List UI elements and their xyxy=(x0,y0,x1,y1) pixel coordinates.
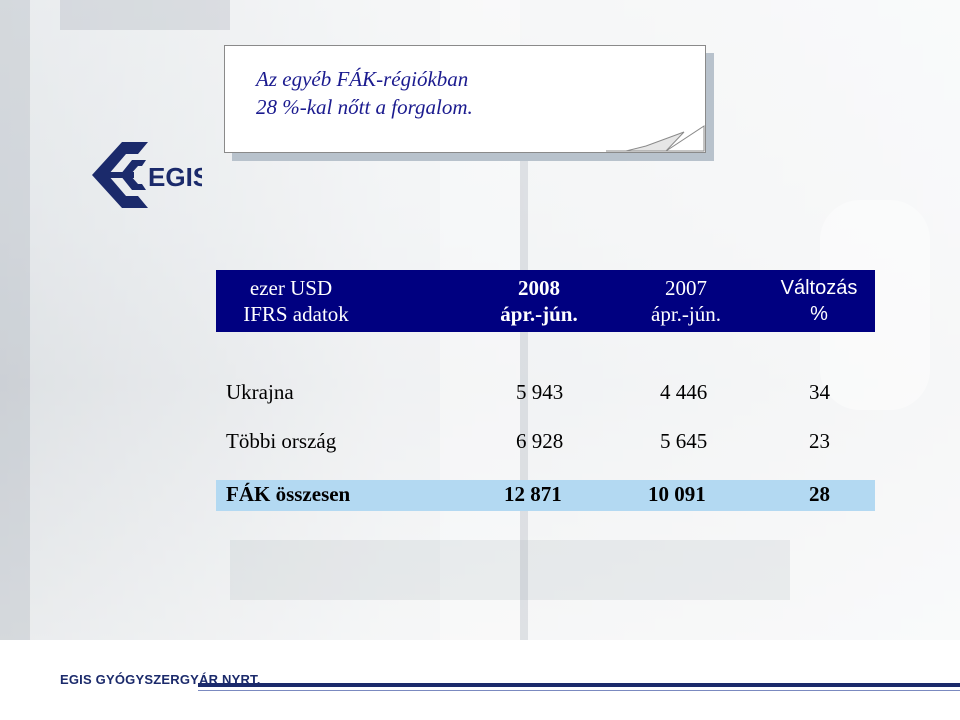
header-label-line1: ezer USD xyxy=(249,276,333,300)
callout-line-1: Az egyéb FÁK-régiókban xyxy=(256,67,469,91)
total-label: FÁK összesen xyxy=(226,482,351,506)
header-col-change-line1: Változás xyxy=(780,277,858,299)
row-label: Többi ország xyxy=(226,429,337,453)
table-row: Ukrajna 5 943 4 446 34 xyxy=(216,376,875,408)
header-col-2007-line1: 2007 xyxy=(665,276,707,300)
row-value-2008: 6 928 xyxy=(516,429,564,453)
row-value-2007: 5 645 xyxy=(660,429,708,453)
table-header: ezer USD IFRS adatok 2008 ápr.-jún. 2007… xyxy=(216,270,875,332)
egis-logo-icon: EGIS xyxy=(92,142,202,208)
table-row: Többi ország 6 928 5 645 23 xyxy=(216,425,875,457)
total-value-change: 28 xyxy=(809,482,830,506)
row-value-change: 23 xyxy=(809,429,830,453)
background-top-band xyxy=(60,0,230,30)
table-total-row: FÁK összesen 12 871 10 091 28 xyxy=(216,480,875,511)
row-label: Ukrajna xyxy=(226,380,294,404)
row-value-change: 34 xyxy=(809,380,830,404)
header-col-change-line2: % xyxy=(810,303,828,325)
background-tanks xyxy=(230,540,790,600)
row-value-2007: 4 446 xyxy=(660,380,708,404)
row-value-2008: 5 943 xyxy=(516,380,564,404)
callout-fold-icon xyxy=(606,125,705,152)
total-value-2008: 12 871 xyxy=(504,482,562,506)
callout-line-2: 28 %-kal nőtt a forgalom. xyxy=(256,95,473,119)
logo-text: EGIS xyxy=(148,162,202,192)
header-col-2008-line1: 2008 xyxy=(518,276,560,300)
header-label-line2: IFRS adatok xyxy=(243,302,349,326)
total-value-2007: 10 091 xyxy=(648,482,706,506)
footer-divider-thin xyxy=(198,690,960,691)
background-edge xyxy=(0,0,30,640)
callout-box xyxy=(224,45,706,153)
background-pipe xyxy=(520,160,528,640)
header-col-2007-line2: ápr.-jún. xyxy=(651,302,721,326)
footer xyxy=(0,640,960,720)
footer-divider xyxy=(198,683,960,687)
header-col-2008-line2: ápr.-jún. xyxy=(500,302,578,326)
